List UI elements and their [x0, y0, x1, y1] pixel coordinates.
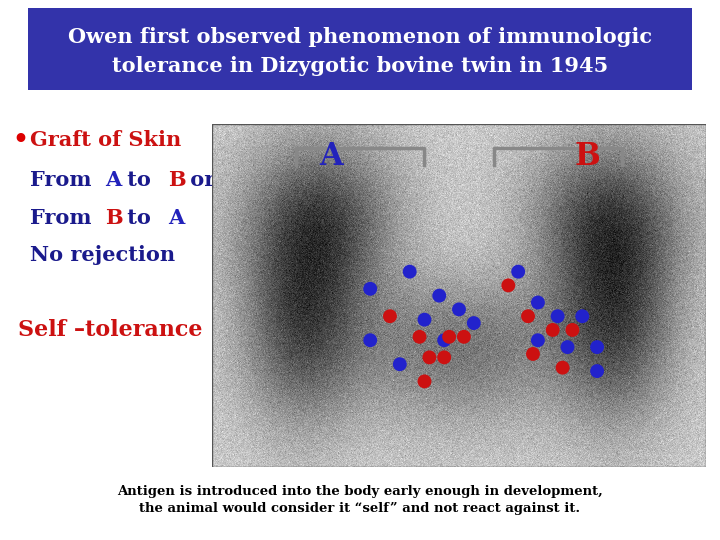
Point [468, 319, 480, 327]
Point [423, 353, 435, 362]
Point [513, 267, 524, 276]
Text: or: or [183, 170, 215, 190]
Point [562, 343, 573, 352]
Point [433, 292, 445, 300]
Point [438, 353, 450, 362]
Text: Self –tolerance: Self –tolerance [18, 319, 202, 341]
Text: B: B [575, 141, 600, 172]
Point [532, 298, 544, 307]
Text: Antigen is introduced into the body early enough in development,
the animal woul: Antigen is introduced into the body earl… [117, 485, 603, 515]
Point [454, 305, 465, 314]
Point [552, 312, 563, 321]
Point [364, 336, 376, 345]
Text: A: A [168, 208, 184, 228]
Text: to: to [120, 208, 158, 228]
Point [414, 333, 426, 341]
Point [394, 360, 405, 369]
Point [547, 326, 559, 334]
Point [419, 377, 431, 386]
Point [444, 333, 455, 341]
Point [567, 326, 578, 334]
Text: •: • [12, 128, 28, 152]
Text: A: A [105, 170, 121, 190]
Point [384, 312, 396, 321]
Point [591, 367, 603, 375]
Point [522, 312, 534, 321]
Point [591, 343, 603, 352]
Text: A: A [319, 141, 343, 172]
Point [404, 267, 415, 276]
Bar [28, 8, 692, 90]
Point [532, 336, 544, 345]
Text: to: to [120, 170, 158, 190]
Point [577, 312, 588, 321]
Text: B: B [105, 208, 122, 228]
Point [527, 349, 539, 358]
Text: From: From [30, 208, 99, 228]
Text: B: B [168, 170, 186, 190]
Point [364, 285, 376, 293]
Text: Graft of Skin: Graft of Skin [30, 130, 181, 150]
Point [419, 315, 431, 324]
Text: No rejection: No rejection [30, 245, 175, 265]
Point [557, 363, 568, 372]
Text: tolerance in Dizygotic bovine twin in 1945: tolerance in Dizygotic bovine twin in 19… [112, 56, 608, 76]
Text: Owen first observed phenomenon of immunologic: Owen first observed phenomenon of immuno… [68, 27, 652, 47]
Point [503, 281, 514, 289]
Point [438, 336, 450, 345]
Point [458, 333, 469, 341]
Text: From: From [30, 170, 99, 190]
